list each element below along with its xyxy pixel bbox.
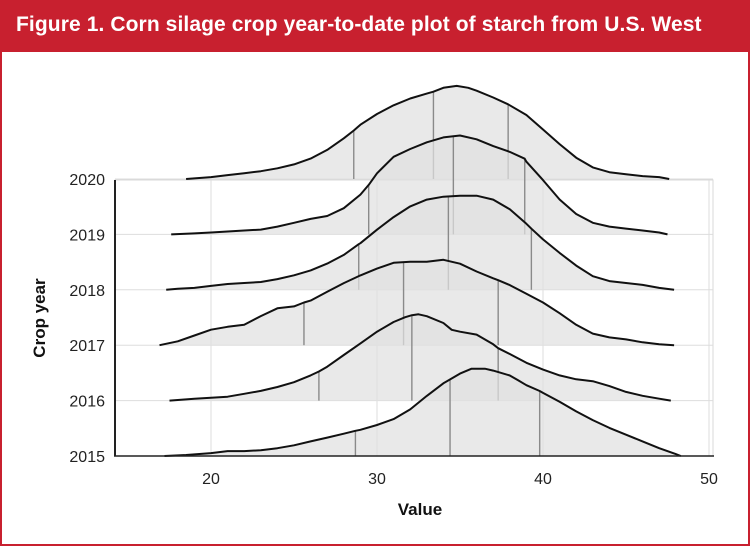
y-tick-label: 2016	[69, 394, 105, 411]
x-tick-label: 40	[534, 471, 552, 488]
ridge-fill	[186, 85, 670, 179]
density-curve	[171, 134, 668, 236]
ridge-2019	[171, 134, 668, 236]
y-tick-label: 2019	[69, 227, 105, 244]
density-curve	[186, 84, 670, 180]
x-tick-label: 50	[700, 471, 718, 488]
x-tick-label: 20	[202, 471, 220, 488]
ridge-fill	[166, 195, 675, 290]
title-bar: Figure 1. Corn silage crop year-to-date …	[2, 2, 748, 52]
density-curve	[159, 258, 675, 347]
figure-title: Figure 1. Corn silage crop year-to-date …	[16, 13, 702, 36]
y-tick-labels: 2015 2016 2017 2018 2019 2020	[69, 172, 105, 466]
y-tick-label: 2018	[69, 283, 105, 300]
ridge-fill	[169, 314, 671, 401]
ridges	[159, 84, 682, 457]
ridge-fill	[159, 259, 675, 346]
x-tick-label: 30	[368, 471, 386, 488]
ridge-fill	[171, 135, 668, 235]
ridge-2015	[164, 367, 682, 457]
y-tick-label: 2017	[69, 338, 105, 355]
density-curve	[169, 313, 671, 402]
y-axis-title: Crop year	[30, 278, 49, 358]
ridge-fill	[164, 368, 681, 456]
x-axis-title: Value	[398, 500, 442, 519]
density-curve	[164, 367, 682, 457]
density-curve	[166, 194, 675, 291]
y-tick-label: 2020	[69, 172, 105, 189]
ridge-2017	[159, 258, 675, 347]
x-tick-labels: 20 30 40 50	[202, 471, 718, 488]
y-tick-label: 2015	[69, 449, 105, 466]
